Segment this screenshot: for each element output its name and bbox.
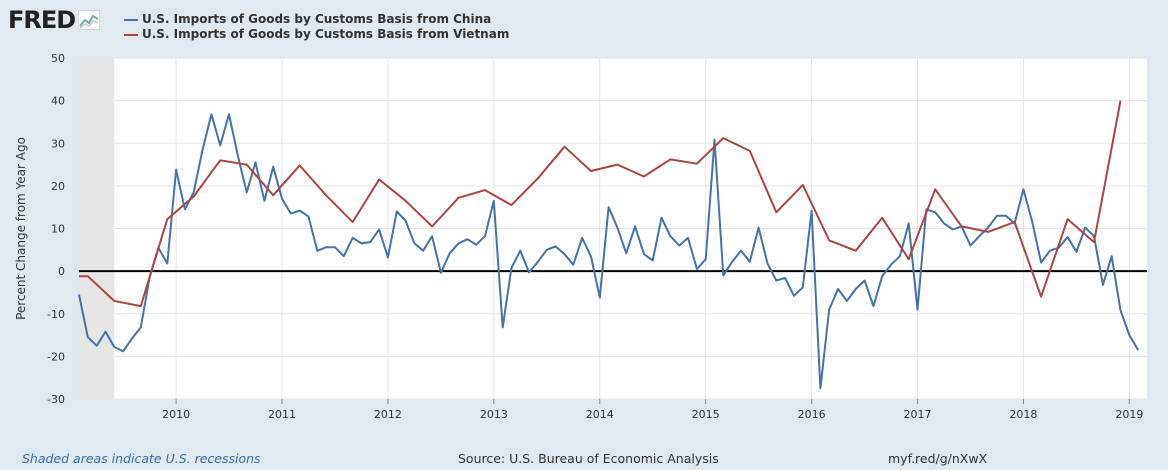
series-line-vietnam bbox=[79, 100, 1122, 308]
x-tick-label: 2010 bbox=[162, 408, 190, 421]
x-tick-label: 2011 bbox=[268, 408, 296, 421]
short-url[interactable]: myf.red/g/nXwX bbox=[888, 451, 988, 466]
legend-label-vietnam: U.S. Imports of Goods by Customs Basis f… bbox=[142, 27, 510, 41]
legend-swatch-vietnam bbox=[124, 33, 138, 36]
x-tick-label: 2017 bbox=[904, 408, 932, 421]
y-tick-label: 30 bbox=[51, 137, 65, 150]
source-note: Source: U.S. Bureau of Economic Analysis bbox=[458, 451, 719, 466]
y-tick-label: 0 bbox=[58, 265, 65, 278]
legend-label-china: U.S. Imports of Goods by Customs Basis f… bbox=[142, 12, 492, 26]
chart-logo-icon bbox=[78, 10, 101, 30]
x-tick-label: 2012 bbox=[374, 408, 402, 421]
fred-logo[interactable]: FRED bbox=[8, 6, 101, 34]
y-tick-label: -10 bbox=[47, 308, 65, 321]
y-tick-label: -30 bbox=[47, 393, 65, 406]
fred-logo-text: FRED bbox=[8, 6, 76, 34]
x-tick-label: 2015 bbox=[692, 408, 720, 421]
chart-legend: U.S. Imports of Goods by Customs Basis f… bbox=[124, 12, 509, 42]
y-axis-label: Percent Change from Year Ago bbox=[14, 137, 28, 320]
y-tick-label: 40 bbox=[51, 95, 65, 108]
x-tick-label: 2019 bbox=[1115, 408, 1143, 421]
x-tick-label: 2018 bbox=[1009, 408, 1037, 421]
x-tick-label: 2013 bbox=[480, 408, 508, 421]
legend-entry-vietnam[interactable]: U.S. Imports of Goods by Customs Basis f… bbox=[124, 27, 509, 42]
recession-note: Shaded areas indicate U.S. recessions bbox=[22, 451, 261, 466]
legend-swatch-china bbox=[124, 18, 138, 21]
x-tick-label: 2016 bbox=[798, 408, 826, 421]
legend-entry-china[interactable]: U.S. Imports of Goods by Customs Basis f… bbox=[124, 12, 509, 27]
y-tick-label: 20 bbox=[51, 180, 65, 193]
y-tick-label: 50 bbox=[51, 52, 65, 65]
x-tick-label: 2014 bbox=[586, 408, 614, 421]
y-tick-label: 10 bbox=[51, 223, 65, 236]
y-tick-label: -20 bbox=[47, 350, 65, 363]
